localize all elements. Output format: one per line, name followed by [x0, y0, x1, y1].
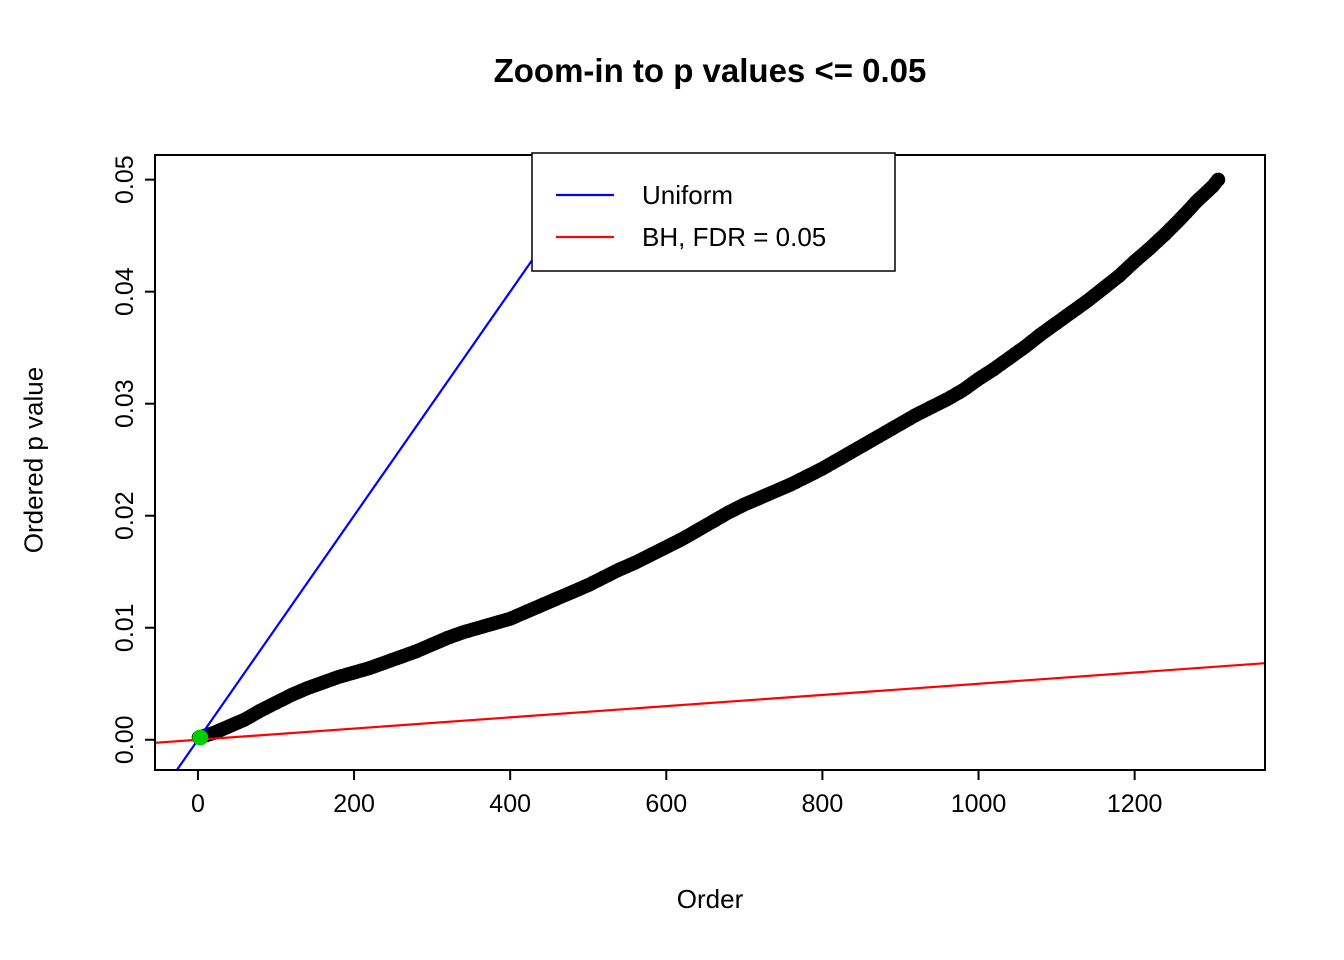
- y-tick-label: 0.03: [111, 379, 139, 428]
- uniform-line: [175, 155, 607, 770]
- legend-entry-label: BH, FDR = 0.05: [642, 222, 826, 252]
- legend-entry-label: Uniform: [642, 180, 733, 210]
- y-axis-label: Ordered p value: [18, 366, 49, 554]
- x-tick-label: 800: [802, 790, 844, 818]
- x-axis: 0 200 400 600 800 1000 1200: [191, 770, 1162, 818]
- x-tick-label: 400: [489, 790, 531, 818]
- y-tick-label: 0.02: [111, 491, 139, 540]
- x-tick-label: 1000: [951, 790, 1007, 818]
- significant-points: [192, 729, 209, 746]
- x-tick-label: 200: [333, 790, 375, 818]
- legend-box: [531, 152, 896, 272]
- x-tick-label: 1200: [1107, 790, 1163, 818]
- series-ordered-p-values: [191, 172, 1226, 745]
- x-tick-label: 600: [645, 790, 687, 818]
- chart-title: Zoom-in to p values <= 0.05: [493, 52, 927, 89]
- y-tick-label: 0.01: [111, 603, 139, 652]
- x-tick-label: 0: [191, 790, 205, 818]
- bh-fdr-line: [155, 662, 1265, 744]
- legend: Uniform BH, FDR = 0.05: [531, 152, 896, 272]
- reference-lines: [155, 155, 1265, 770]
- y-axis: 0.00 0.01 0.02 0.03 0.04 0.05: [111, 155, 155, 764]
- y-tick-label: 0.00: [111, 715, 139, 764]
- y-tick-label: 0.04: [111, 267, 139, 316]
- x-axis-label: Order: [676, 884, 744, 914]
- y-tick-label: 0.05: [111, 155, 139, 204]
